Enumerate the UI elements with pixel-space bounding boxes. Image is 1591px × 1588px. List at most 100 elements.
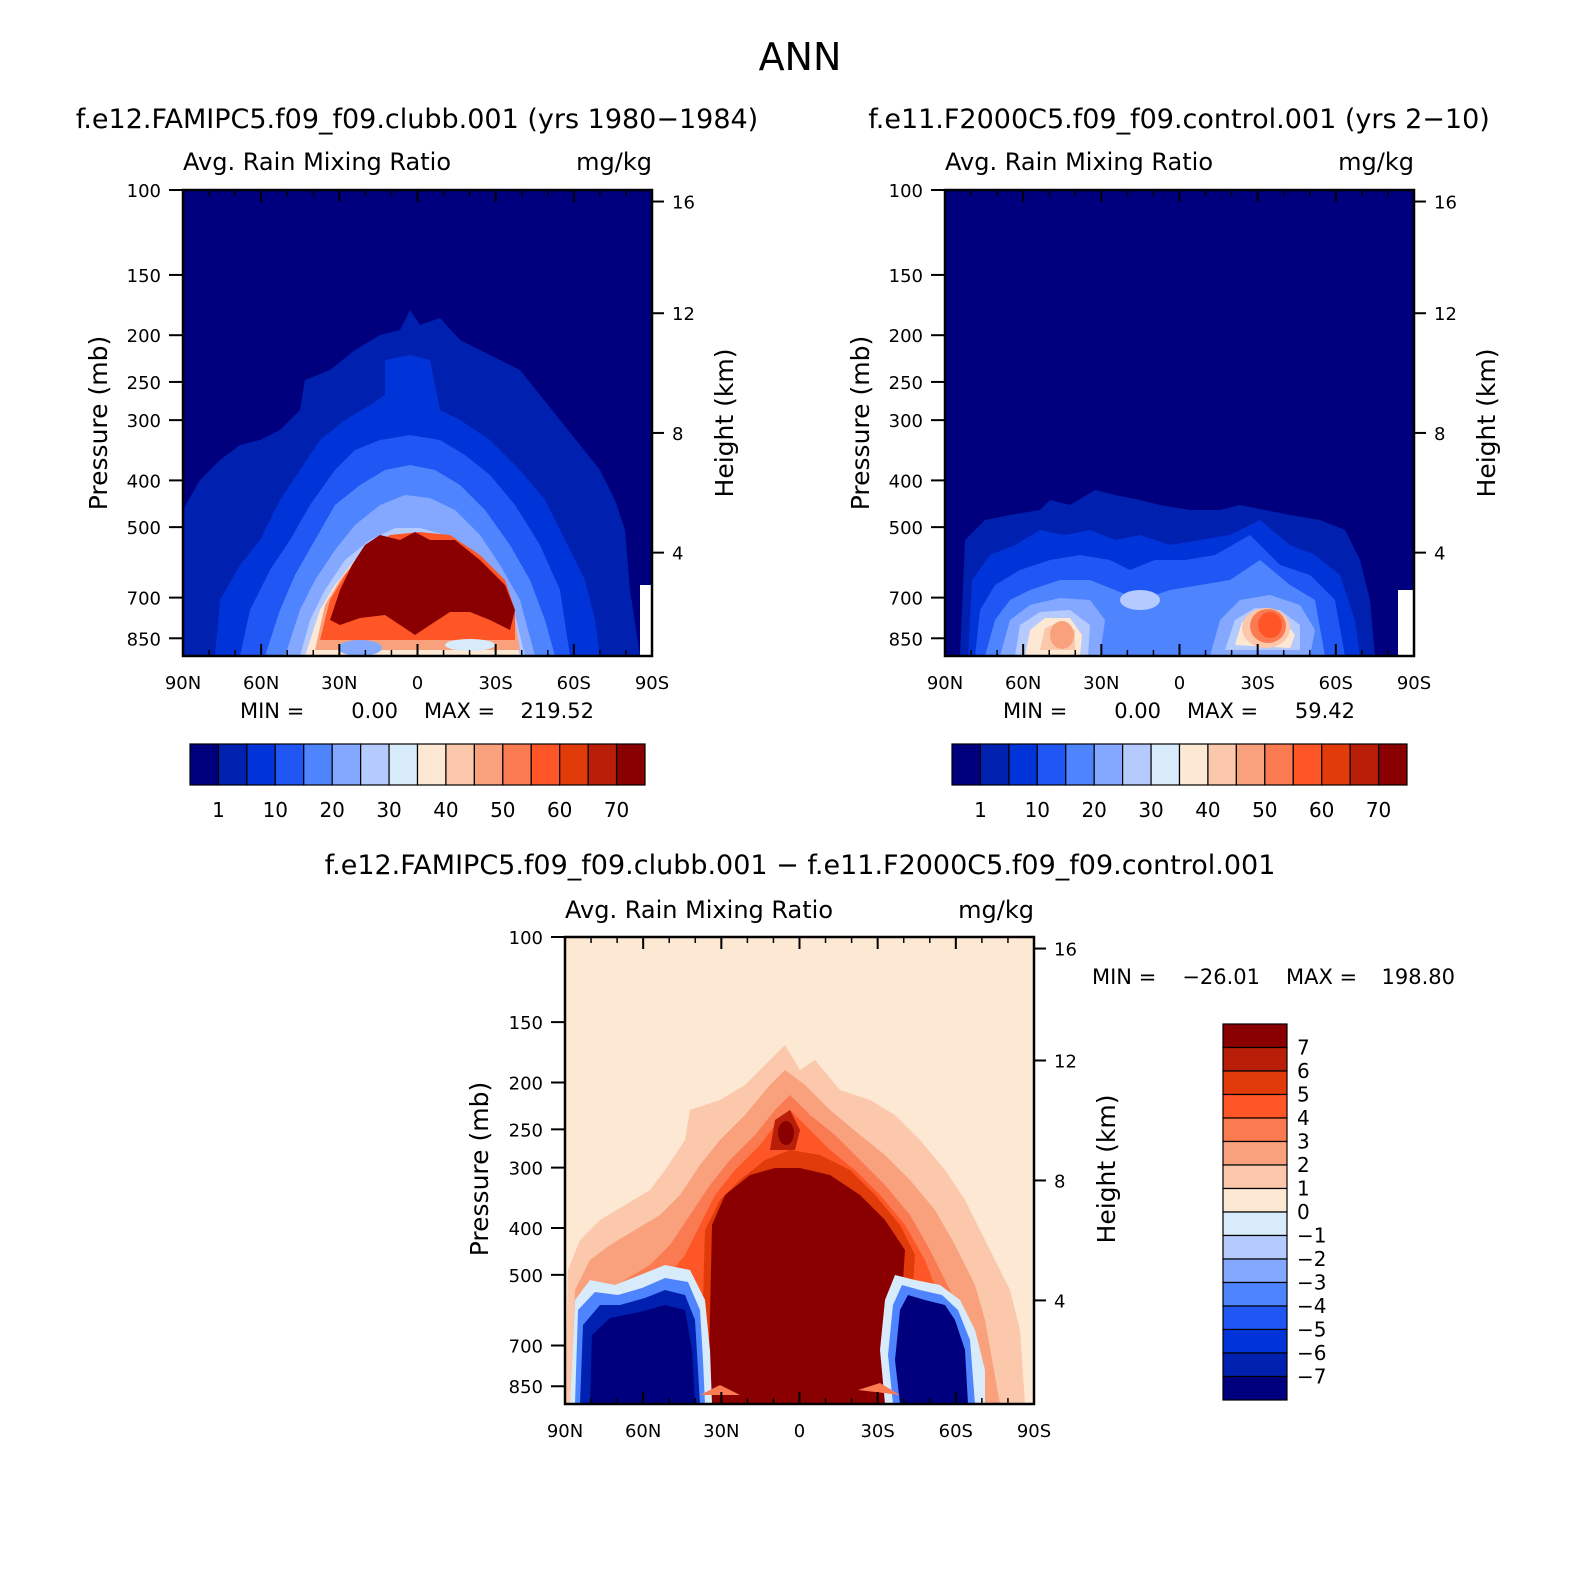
contour-field bbox=[565, 937, 1034, 1404]
y-axis-title: Pressure (mb) bbox=[84, 336, 113, 510]
y-tick-label: 200 bbox=[509, 1074, 543, 1095]
y-tick-label: 100 bbox=[889, 181, 923, 202]
colorbar-swatch bbox=[587, 743, 618, 786]
colorbar-label: 50 bbox=[1252, 798, 1277, 822]
x-tick-label: 30N bbox=[321, 673, 357, 694]
y-tick-label: 850 bbox=[889, 629, 923, 650]
max-text: MAX = bbox=[1187, 699, 1258, 723]
colorbar-swatch bbox=[1222, 1258, 1288, 1284]
colorbar-swatch bbox=[1222, 1093, 1288, 1119]
min-text: MIN = bbox=[240, 699, 304, 723]
colorbar-label: 1 bbox=[974, 798, 987, 822]
y-tick-label: 250 bbox=[889, 373, 923, 394]
x-tick-label: 60S bbox=[1319, 673, 1353, 694]
colorbar-swatch bbox=[1036, 743, 1067, 786]
colorbar-swatch bbox=[1222, 1164, 1288, 1190]
colorbar-swatch bbox=[445, 743, 475, 786]
y2-tick-label: 8 bbox=[1434, 424, 1445, 445]
min-text: MIN = bbox=[1092, 965, 1156, 989]
colorbar-label: 3 bbox=[1297, 1130, 1310, 1154]
units-label: mg/kg bbox=[576, 148, 652, 176]
x-tick-label: 30S bbox=[860, 1421, 894, 1442]
y-tick-label: 700 bbox=[889, 589, 923, 610]
colorbar-label: 70 bbox=[604, 798, 629, 822]
x-tick-label: 60N bbox=[243, 673, 279, 694]
x-tick-label: 60N bbox=[1005, 673, 1041, 694]
colorbar-swatch bbox=[1222, 1140, 1288, 1166]
colorbar-label: 1 bbox=[212, 798, 225, 822]
colorbar-label: −1 bbox=[1297, 1224, 1326, 1248]
y-tick-label: 850 bbox=[127, 629, 161, 650]
y-tick-label: 300 bbox=[889, 411, 923, 432]
colorbar-swatch bbox=[1222, 1234, 1288, 1260]
colorbar-swatch bbox=[217, 743, 248, 786]
y2-tick-label: 4 bbox=[1434, 544, 1445, 565]
y2-tick-label: 12 bbox=[1054, 1051, 1077, 1072]
y2-axis-title: Height (km) bbox=[1472, 349, 1501, 498]
x-tick-label: 30N bbox=[703, 1421, 739, 1442]
colorbar-swatch bbox=[1222, 1117, 1288, 1143]
y-tick-label: 250 bbox=[127, 373, 161, 394]
y-tick-label: 300 bbox=[509, 1159, 543, 1180]
colorbar-swatch bbox=[1292, 743, 1323, 786]
colorbar-swatch bbox=[189, 743, 220, 786]
y2-tick-label: 16 bbox=[1434, 193, 1457, 214]
colorbar-swatch bbox=[951, 743, 982, 786]
colorbar-label: 40 bbox=[1195, 798, 1220, 822]
y2-tick-label: 8 bbox=[1054, 1171, 1065, 1192]
contour-field bbox=[945, 190, 1414, 656]
colorbar-swatch bbox=[331, 743, 362, 786]
y-axis-title: Pressure (mb) bbox=[465, 1082, 494, 1256]
y-tick-label: 100 bbox=[509, 928, 543, 949]
colorbar-swatch bbox=[1222, 1281, 1288, 1307]
colorbar: 1 10 20 30 40 50 60 70 bbox=[951, 743, 1408, 822]
x-tick-label: 90N bbox=[927, 673, 963, 694]
colorbar-swatch bbox=[502, 743, 532, 786]
colorbar-swatch bbox=[303, 743, 333, 786]
colorbar-label: 7 bbox=[1297, 1036, 1310, 1060]
variable-label: Avg. Rain Mixing Ratio bbox=[945, 148, 1213, 176]
colorbar-label: 1 bbox=[1297, 1177, 1310, 1201]
colorbar-swatch bbox=[559, 743, 589, 786]
min-value: 0.00 bbox=[351, 699, 398, 723]
panel-title: f.e12.FAMIPC5.f09_f09.clubb.001 (yrs 198… bbox=[76, 104, 758, 135]
x-tick-label: 60S bbox=[557, 673, 591, 694]
colorbar-swatch bbox=[246, 743, 276, 786]
y2-tick-label: 8 bbox=[672, 424, 683, 445]
colorbar-swatch bbox=[1222, 1070, 1288, 1096]
y-tick-label: 400 bbox=[889, 471, 923, 492]
y2-axis-title: Height (km) bbox=[1092, 1095, 1121, 1244]
y-tick-label: 250 bbox=[509, 1120, 543, 1141]
y-tick-label: 700 bbox=[127, 589, 161, 610]
max-text: MAX = bbox=[424, 699, 495, 723]
colorbar-swatch bbox=[274, 743, 305, 786]
y-tick-label: 150 bbox=[127, 266, 161, 287]
y-tick-label: 400 bbox=[509, 1219, 543, 1240]
y2-tick-label: 4 bbox=[672, 544, 683, 565]
colorbar-swatch bbox=[1150, 743, 1181, 786]
colorbar-swatch bbox=[1222, 1352, 1288, 1378]
colorbar-label: 60 bbox=[1309, 798, 1334, 822]
colorbar-swatch bbox=[1222, 1305, 1288, 1331]
colorbar-label: 60 bbox=[547, 798, 572, 822]
colorbar-swatch bbox=[1222, 1328, 1288, 1354]
colorbar-label: −3 bbox=[1297, 1271, 1326, 1295]
colorbar-swatch bbox=[1222, 1023, 1288, 1049]
colorbar-label: 30 bbox=[376, 798, 401, 822]
colorbar-swatch bbox=[388, 743, 419, 786]
colorbar-swatch bbox=[1222, 1046, 1288, 1072]
units-label: mg/kg bbox=[1338, 148, 1414, 176]
colorbar-label: 5 bbox=[1297, 1083, 1310, 1107]
x-tick-label: 90S bbox=[1397, 673, 1431, 694]
x-tick-label: 0 bbox=[794, 1421, 805, 1442]
colorbar-swatch bbox=[1008, 743, 1038, 786]
y-tick-label: 850 bbox=[509, 1377, 543, 1398]
min-text: MIN = bbox=[1003, 699, 1067, 723]
min-value: 0.00 bbox=[1114, 699, 1161, 723]
y2-tick-label: 4 bbox=[1054, 1291, 1065, 1312]
colorbar-swatch bbox=[1207, 743, 1237, 786]
colorbar-swatch bbox=[530, 743, 561, 786]
colorbar-label: −2 bbox=[1297, 1247, 1326, 1271]
panel-top-right: f.e11.F2000C5.f09_f09.control.001 (yrs 2… bbox=[846, 104, 1501, 822]
